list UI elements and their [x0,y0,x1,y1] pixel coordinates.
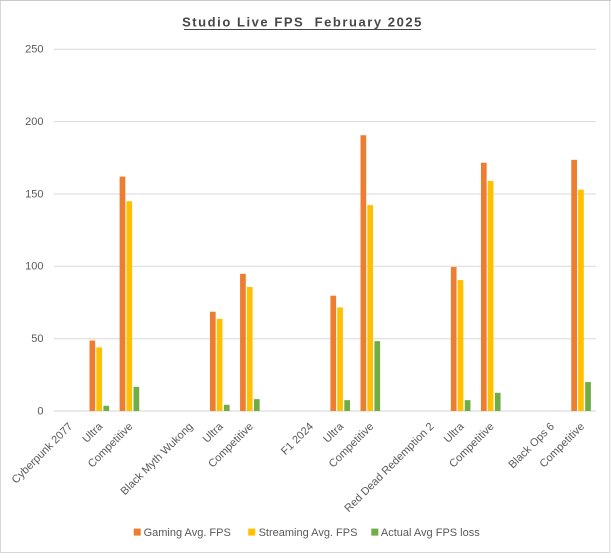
svg-text:100: 100 [25,261,43,273]
svg-text:200: 200 [25,116,43,128]
svg-text:250: 250 [25,44,43,56]
svg-text:50: 50 [31,333,43,345]
svg-text:Actual Avg FPS loss: Actual Avg FPS loss [381,527,480,539]
svg-text:0: 0 [37,405,43,417]
svg-text:Studio Live FPS February 2025: Studio Live FPS February 2025 [182,14,423,29]
svg-text:Streaming Avg. FPS: Streaming Avg. FPS [259,527,358,539]
svg-text:Gaming Avg. FPS: Gaming Avg. FPS [144,527,231,539]
svg-text:150: 150 [25,188,43,200]
